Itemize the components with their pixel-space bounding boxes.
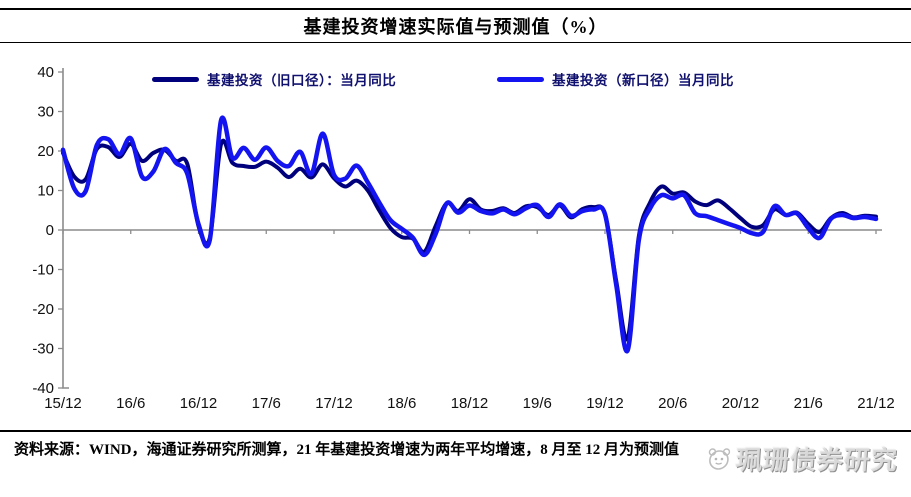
y-tick-label: -20 — [32, 301, 54, 318]
x-tick-label: 19/12 — [586, 395, 624, 412]
legend-line-old-icon — [152, 76, 199, 82]
legend-label-new: 基建投资（新口径）当月同比 — [552, 73, 734, 88]
x-tick-label: 21/6 — [794, 395, 823, 412]
legend-item-new-standard: 基建投资（新口径）当月同比 — [497, 70, 734, 88]
watermark-text: 珮珊债券研究 — [734, 446, 899, 475]
y-tick-label: 10 — [37, 183, 54, 200]
y-tick-label: -30 — [32, 341, 54, 358]
legend-label-old: 基建投资（旧口径）：当月同比 — [207, 73, 397, 88]
legend-item-old-standard: 基建投资（旧口径）：当月同比 — [152, 70, 396, 88]
mascot-face-icon — [708, 447, 731, 470]
footer-rule — [0, 430, 911, 432]
page-title: 基建投资增速实际值与预测值（%） — [303, 17, 608, 37]
legend-line-new-icon — [497, 76, 544, 82]
y-tick-label: 20 — [37, 143, 54, 160]
x-tick-label: 19/6 — [523, 395, 552, 412]
y-tick-label: 30 — [37, 104, 54, 121]
x-tick-label: 17/12 — [315, 395, 353, 412]
x-tick-label: 18/12 — [451, 395, 489, 412]
x-tick-label: 20/6 — [658, 395, 687, 412]
title-rule — [0, 42, 911, 43]
series-line-new-standard — [60, 115, 879, 354]
y-axis-line — [62, 68, 69, 389]
x-tick-label: 17/6 — [252, 395, 281, 412]
source-note: 资料来源：WIND，海通证券研究所测算，21 年基建投资增速为两年平均增速，8 … — [14, 442, 680, 458]
y-tick-label: -10 — [32, 262, 54, 279]
chart-canvas: 15/12 16/6 16/12 17/6 17/12 18/6 18/12 19/6 19/1… — [32, 64, 895, 412]
y-tick-label: -40 — [32, 380, 54, 397]
y-tick-label: 0 — [46, 222, 54, 239]
x-tick-label: 16/12 — [180, 395, 218, 412]
x-tick-label: 16/6 — [116, 395, 145, 412]
x-tick-label: 21/12 — [857, 395, 895, 412]
x-tick-label: 18/6 — [387, 395, 416, 412]
x-tick-label: 20/12 — [722, 395, 760, 412]
x-tick-label: 15/12 — [44, 395, 82, 412]
watermark: 珮珊债券研究 — [705, 440, 900, 477]
top-rule — [0, 8, 911, 10]
y-tick-label: 40 — [37, 64, 54, 81]
